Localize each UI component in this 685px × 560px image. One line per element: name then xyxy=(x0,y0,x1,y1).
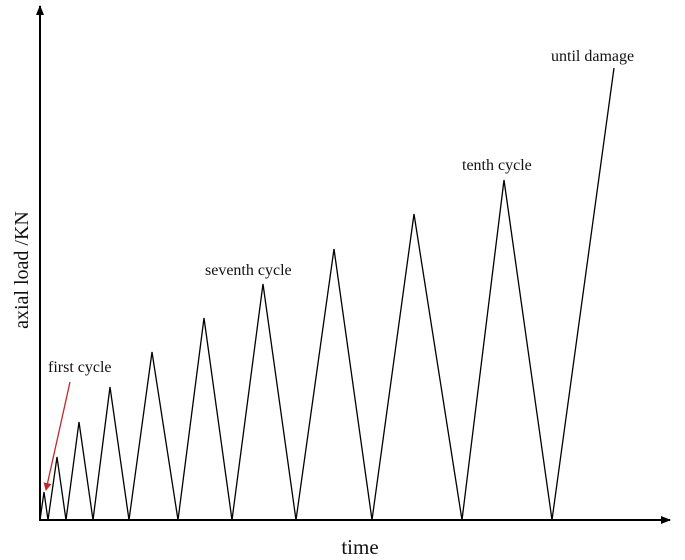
y-axis-label: axial load /KN xyxy=(11,211,33,329)
annotation: first cycle xyxy=(48,359,112,376)
x-axis-label: time xyxy=(341,535,378,559)
load-path xyxy=(39,67,615,521)
annotation: until damage xyxy=(551,48,634,65)
first-cycle-arrow xyxy=(43,381,71,491)
annotation: seventh cycle xyxy=(205,262,292,279)
annotation: tenth cycle xyxy=(462,157,532,174)
